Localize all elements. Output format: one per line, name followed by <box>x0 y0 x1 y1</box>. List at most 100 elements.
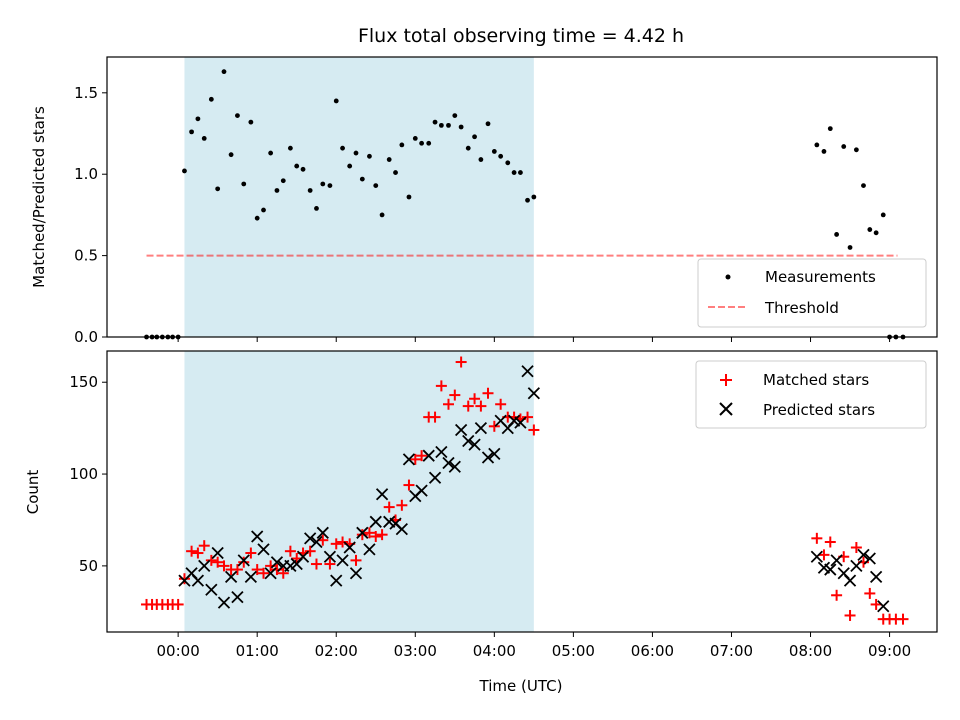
matched-point <box>811 532 823 544</box>
measurement-point <box>327 183 333 189</box>
measurement-point <box>320 181 326 187</box>
counts-legend: Matched stars Predicted stars <box>695 360 927 429</box>
x-tick-label: 08:00 <box>789 642 832 660</box>
legend-threshold-label: Threshold <box>764 299 839 317</box>
measurement-point <box>426 140 432 146</box>
measurement-point <box>208 96 214 102</box>
x-tick-label: 07:00 <box>710 642 753 660</box>
matched-point <box>442 398 454 410</box>
measurement-point <box>867 227 873 232</box>
predicted-point <box>270 556 284 569</box>
measurement-point <box>379 212 385 218</box>
x-tick-label: 09:00 <box>868 642 911 660</box>
measurement-point <box>314 205 319 211</box>
measurement-point <box>518 170 523 175</box>
ratio-legend-box <box>697 258 927 328</box>
matched-point <box>864 587 876 599</box>
measurement-point <box>353 150 359 156</box>
matched-point <box>396 499 408 511</box>
predicted-point <box>323 550 337 563</box>
matched-point <box>186 545 198 557</box>
predicted-point <box>296 550 310 563</box>
predicted-point <box>356 526 369 539</box>
counts-y-tick-label: 50 <box>79 557 98 575</box>
matched-point <box>212 556 224 568</box>
measurement-point <box>873 230 879 236</box>
predicted-point <box>198 559 211 573</box>
measurement-point <box>406 194 412 200</box>
measurement-point <box>359 176 365 182</box>
matched-point <box>488 420 500 432</box>
measurement-point <box>367 153 372 159</box>
matched-point <box>403 479 415 491</box>
x-axis-label: Time (UTC) <box>479 677 563 695</box>
matched-point <box>897 613 909 625</box>
measurement-point <box>834 232 840 237</box>
measurement-point <box>458 124 464 130</box>
matched-point <box>218 560 230 572</box>
legend-predicted-marker <box>719 402 733 416</box>
measurement-point <box>195 116 201 122</box>
legend-matched-marker <box>720 374 732 386</box>
measurement-point <box>847 245 853 250</box>
measurement-point <box>287 145 293 151</box>
x-tick-label: 05:00 <box>552 642 595 660</box>
matched-point <box>330 538 342 550</box>
matched-point <box>350 554 362 566</box>
matched-point <box>455 356 467 368</box>
measurement-point <box>228 152 234 158</box>
x-tick-label: 04:00 <box>473 642 516 660</box>
measurement-point <box>412 135 418 141</box>
x-tick-label: 06:00 <box>631 642 674 660</box>
measurement-point <box>861 183 866 189</box>
counts-y-tick-label: 150 <box>69 373 98 391</box>
matched-point <box>522 411 534 423</box>
measurement-point <box>241 181 247 187</box>
matched-point <box>251 564 263 576</box>
predicted-point <box>395 523 408 536</box>
measurement-point <box>465 145 471 151</box>
predicted-point <box>488 447 501 460</box>
measurement-point <box>215 186 221 192</box>
counts-y-tick-label: 100 <box>69 465 98 483</box>
predicted-point <box>521 365 534 378</box>
matched-point <box>850 542 862 554</box>
predicted-point <box>191 574 205 587</box>
ratio-y-axis-label: Matched/Predicted stars <box>30 106 48 288</box>
measurement-point <box>446 122 451 128</box>
predicted-point <box>428 471 442 484</box>
matched-point <box>383 501 395 513</box>
measurement-point <box>478 157 484 162</box>
ratio-y-tick-label: 0.5 <box>74 247 98 265</box>
matched-point <box>429 411 441 423</box>
predicted-point <box>863 552 876 565</box>
measurement-point <box>511 170 517 175</box>
predicted-point <box>435 445 448 459</box>
matched-point <box>172 598 184 610</box>
predicted-point <box>343 541 356 554</box>
counts-shaded-span <box>184 351 534 632</box>
legend-predicted-label: Predicted stars <box>763 401 875 419</box>
predicted-point <box>462 434 475 448</box>
predicted-point <box>316 526 329 539</box>
ratio-y-tick-label: 1.5 <box>74 84 98 102</box>
predicted-point <box>810 550 823 563</box>
predicted-point <box>310 535 323 549</box>
measurement-point <box>340 145 345 151</box>
measurement-point <box>531 194 537 200</box>
matched-point <box>238 556 250 568</box>
predicted-point <box>231 590 244 604</box>
ratio-panel: 0.0 0.5 1.0 1.5 Matched/Predicted stars Mea… <box>30 56 938 346</box>
measurement-point <box>498 153 504 159</box>
measurement-point <box>821 149 827 154</box>
measurement-point <box>347 163 353 169</box>
matched-point <box>482 387 494 399</box>
measurement-point <box>438 122 444 128</box>
matched-point <box>870 598 882 610</box>
measurement-point <box>274 188 280 193</box>
measurement-point <box>307 188 313 193</box>
measurement-point <box>399 142 405 148</box>
predicted-point <box>237 554 250 567</box>
ratio-legend: Measurements Threshold <box>697 258 927 328</box>
measurement-point <box>393 170 398 175</box>
